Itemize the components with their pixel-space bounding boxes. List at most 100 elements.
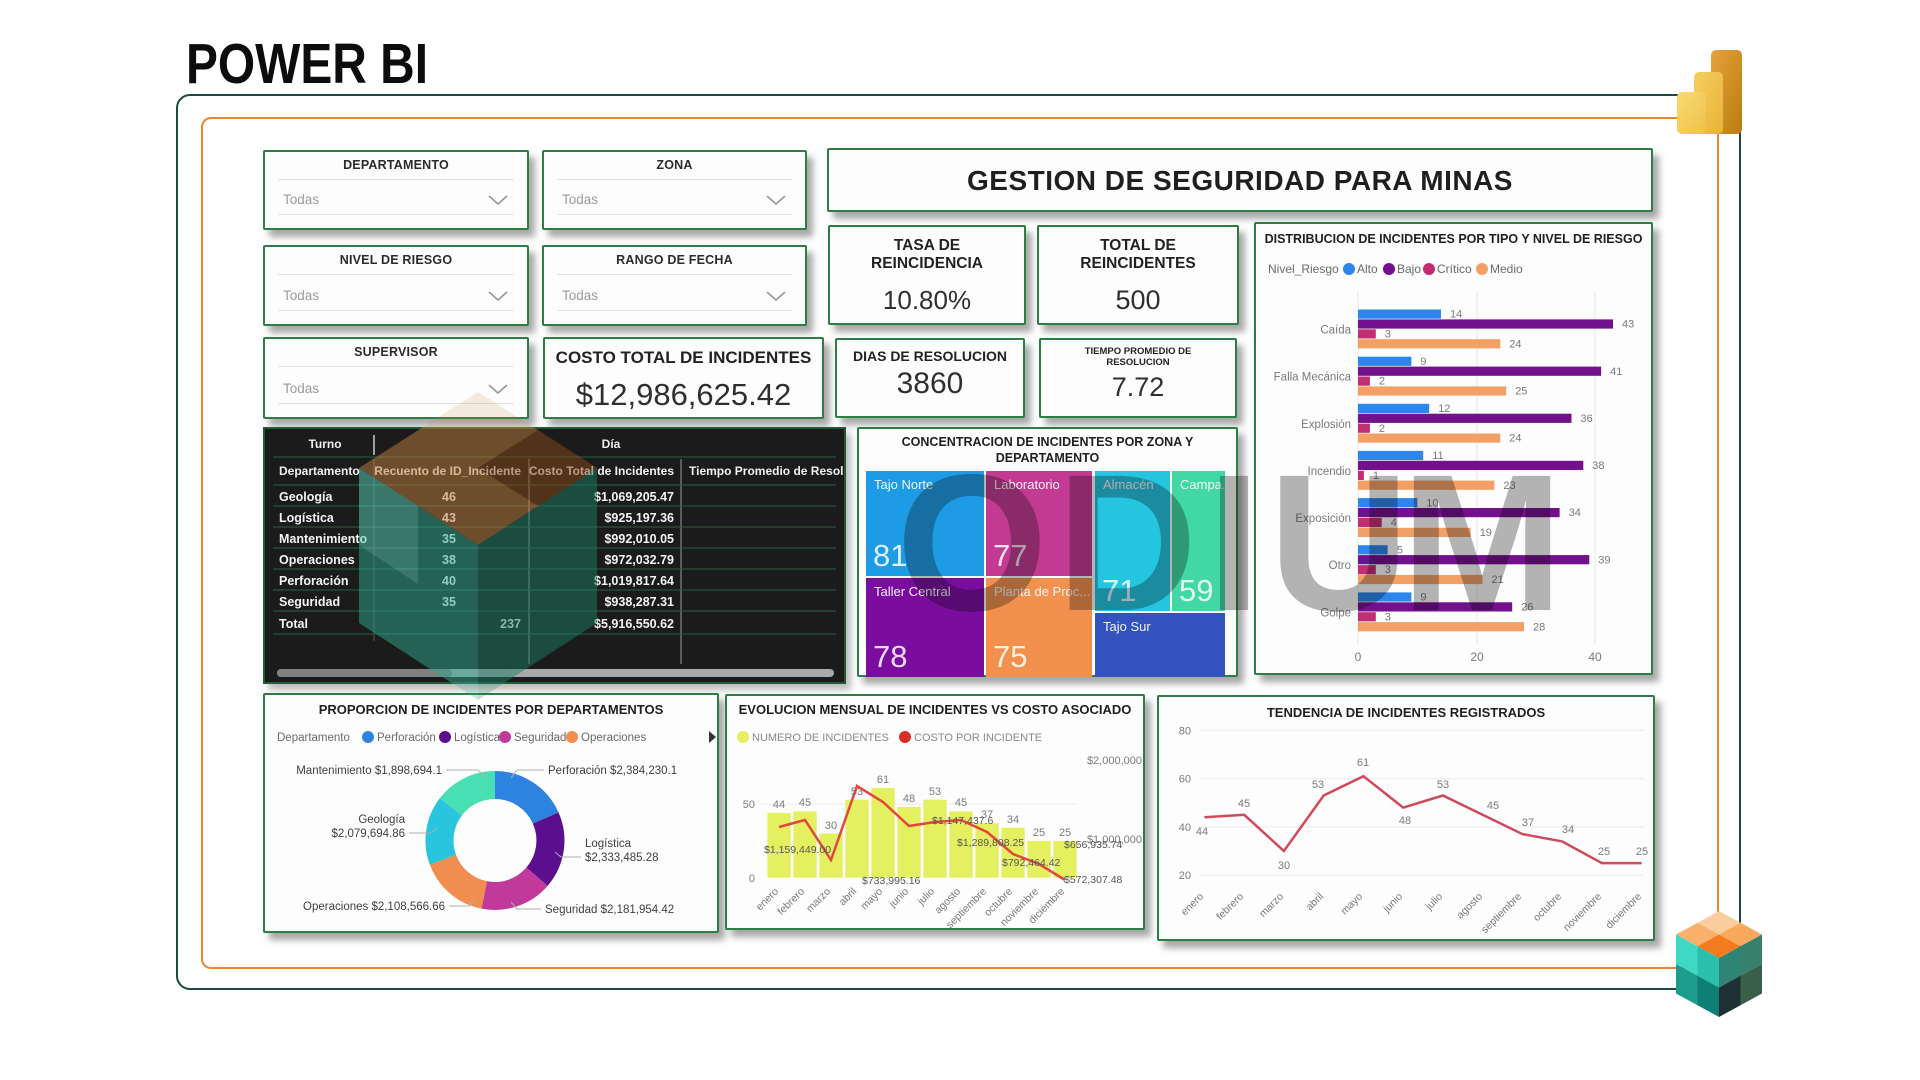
svg-text:45: 45 xyxy=(1238,798,1250,810)
svg-text:20: 20 xyxy=(1179,870,1191,882)
svg-text:$925,197.36: $925,197.36 xyxy=(604,511,674,525)
svg-text:80: 80 xyxy=(1179,725,1191,737)
svg-text:Incendio: Incendio xyxy=(1308,466,1351,478)
svg-text:noviembre: noviembre xyxy=(1561,891,1604,934)
svg-text:3: 3 xyxy=(1385,329,1391,341)
svg-text:diciembre: diciembre xyxy=(1603,891,1644,932)
svg-text:28: 28 xyxy=(1533,621,1545,633)
svg-text:23: 23 xyxy=(1503,480,1515,492)
svg-text:20: 20 xyxy=(1470,650,1484,664)
svg-text:60: 60 xyxy=(1179,774,1191,786)
svg-text:mayo: mayo xyxy=(1338,891,1365,918)
svg-text:$938,287.31: $938,287.31 xyxy=(604,595,674,609)
svg-text:Turno: Turno xyxy=(308,437,341,451)
svg-text:3: 3 xyxy=(1385,564,1391,576)
svg-text:40: 40 xyxy=(442,574,456,588)
svg-text:24: 24 xyxy=(1509,338,1521,350)
svg-text:14: 14 xyxy=(1450,309,1462,321)
svg-text:237: 237 xyxy=(500,617,521,631)
svg-text:$1,289,808.25: $1,289,808.25 xyxy=(957,837,1024,849)
svg-text:44: 44 xyxy=(1196,826,1208,838)
svg-text:Otro: Otro xyxy=(1329,560,1351,572)
svg-text:50: 50 xyxy=(743,799,755,811)
svg-text:Logística: Logística xyxy=(279,511,335,525)
svg-text:61: 61 xyxy=(1357,757,1369,769)
svg-text:Seguridad $2,181,954.42: Seguridad $2,181,954.42 xyxy=(545,904,674,916)
svg-text:Caída: Caída xyxy=(1320,325,1351,337)
svg-text:44: 44 xyxy=(773,799,785,811)
svg-text:$1,069,205.47: $1,069,205.47 xyxy=(594,490,674,504)
svg-text:Perforación: Perforación xyxy=(377,732,436,744)
svg-text:Perforación $2,384,230.1: Perforación $2,384,230.1 xyxy=(548,765,677,777)
svg-text:Total: Total xyxy=(279,617,308,631)
svg-text:Operaciones: Operaciones xyxy=(279,553,355,567)
svg-text:0: 0 xyxy=(749,873,755,885)
svg-text:Costo Total de Incidentes: Costo Total de Incidentes xyxy=(529,464,674,478)
svg-text:$2,079,694.86: $2,079,694.86 xyxy=(331,828,405,840)
svg-text:9: 9 xyxy=(1420,592,1426,604)
svg-text:$1,000,000: $1,000,000 xyxy=(1087,834,1142,846)
svg-text:43: 43 xyxy=(1622,319,1634,331)
svg-text:Tiempo Promedio de Resolu: Tiempo Promedio de Resolu xyxy=(689,464,844,478)
svg-text:37: 37 xyxy=(981,809,993,821)
svg-text:Operaciones $2,108,566.66: Operaciones $2,108,566.66 xyxy=(303,901,445,913)
svg-text:Alto: Alto xyxy=(1357,262,1378,276)
svg-text:julio: julio xyxy=(1423,891,1446,914)
svg-text:24: 24 xyxy=(1509,433,1521,445)
svg-text:38: 38 xyxy=(1592,460,1604,472)
svg-text:Día: Día xyxy=(602,437,621,451)
svg-text:NUMERO DE INCIDENTES: NUMERO DE INCIDENTES xyxy=(752,732,889,744)
svg-text:35: 35 xyxy=(442,532,456,546)
svg-text:39: 39 xyxy=(1598,554,1610,566)
svg-text:25: 25 xyxy=(1059,827,1071,839)
svg-text:febrero: febrero xyxy=(775,886,807,918)
svg-text:abril: abril xyxy=(837,886,860,909)
svg-text:Seguridad: Seguridad xyxy=(279,595,340,609)
svg-text:Mantenimiento: Mantenimiento xyxy=(279,532,368,546)
svg-text:30: 30 xyxy=(1278,860,1290,872)
svg-text:$572,307.48: $572,307.48 xyxy=(1064,874,1123,886)
svg-text:agosto: agosto xyxy=(1454,891,1485,922)
svg-text:Departamento: Departamento xyxy=(277,732,350,744)
svg-text:Falla Mecánica: Falla Mecánica xyxy=(1274,372,1352,384)
svg-text:53: 53 xyxy=(1312,779,1324,791)
svg-text:junio: junio xyxy=(886,886,911,911)
svg-text:marzo: marzo xyxy=(804,886,833,915)
svg-text:1: 1 xyxy=(1373,470,1379,482)
svg-text:$2,000,000: $2,000,000 xyxy=(1087,755,1142,767)
svg-text:53: 53 xyxy=(1437,779,1449,791)
svg-text:26: 26 xyxy=(1521,602,1533,614)
svg-text:Logística: Logística xyxy=(454,732,501,744)
svg-text:41: 41 xyxy=(1610,366,1622,378)
svg-text:Logística: Logística xyxy=(585,838,632,850)
svg-text:45: 45 xyxy=(955,797,967,809)
svg-text:25: 25 xyxy=(1033,827,1045,839)
svg-text:octubre: octubre xyxy=(1531,891,1564,924)
svg-text:34: 34 xyxy=(1562,824,1574,836)
svg-text:25: 25 xyxy=(1598,846,1610,858)
svg-text:48: 48 xyxy=(903,793,915,805)
svg-text:3: 3 xyxy=(1385,611,1391,623)
svg-text:40: 40 xyxy=(1179,822,1191,834)
svg-text:marzo: marzo xyxy=(1257,891,1286,920)
svg-text:12: 12 xyxy=(1438,403,1450,415)
svg-text:Nivel_Riesgo: Nivel_Riesgo xyxy=(1268,262,1339,276)
svg-text:21: 21 xyxy=(1492,574,1504,586)
svg-text:43: 43 xyxy=(442,511,456,525)
svg-text:$1,147,437.6: $1,147,437.6 xyxy=(932,815,993,827)
svg-text:$733,995.16: $733,995.16 xyxy=(862,875,921,887)
svg-text:61: 61 xyxy=(877,774,889,786)
svg-text:$2,333,485.28: $2,333,485.28 xyxy=(585,852,659,864)
svg-text:febrero: febrero xyxy=(1214,891,1246,923)
svg-text:Seguridad: Seguridad xyxy=(514,732,566,744)
svg-text:45: 45 xyxy=(799,797,811,809)
svg-text:11: 11 xyxy=(1432,450,1443,462)
svg-text:Perforación: Perforación xyxy=(279,574,348,588)
svg-text:25: 25 xyxy=(1636,846,1648,858)
svg-text:Mantenimiento $1,898,694.1: Mantenimiento $1,898,694.1 xyxy=(296,765,442,777)
svg-text:Geología: Geología xyxy=(279,490,334,504)
svg-text:Medio: Medio xyxy=(1490,262,1523,276)
svg-text:37: 37 xyxy=(1522,817,1534,829)
svg-text:Golpe: Golpe xyxy=(1320,607,1351,619)
svg-text:$1,019,817.64: $1,019,817.64 xyxy=(594,574,674,588)
